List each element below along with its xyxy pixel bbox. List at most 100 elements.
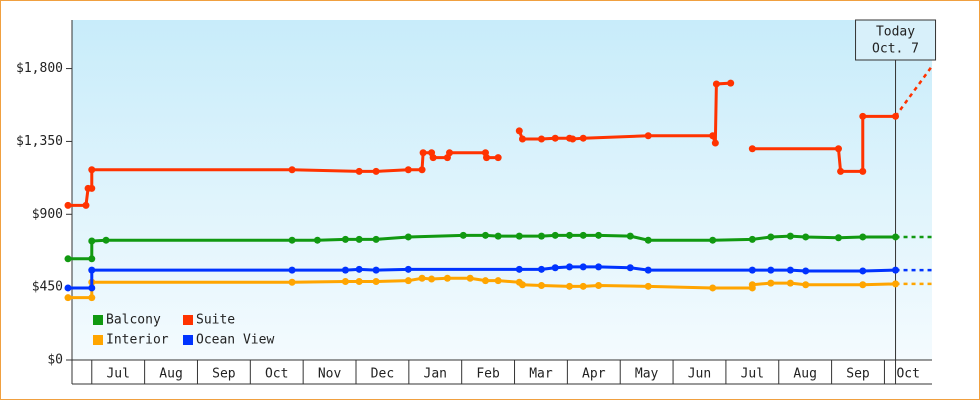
point (288, 266, 296, 274)
point (569, 135, 577, 143)
point (88, 284, 96, 292)
point (515, 232, 523, 240)
point (579, 263, 587, 271)
point (537, 265, 545, 273)
point (711, 139, 719, 147)
x-tick-label: Sep (846, 367, 870, 382)
point (859, 167, 867, 175)
point (64, 294, 72, 302)
x-tick-label: Aug (159, 367, 182, 382)
point (288, 166, 296, 174)
point (419, 149, 427, 157)
point (355, 265, 363, 273)
point (494, 277, 502, 285)
point (709, 132, 717, 140)
point (537, 282, 545, 290)
point (518, 135, 526, 143)
x-tick-label: Nov (318, 367, 342, 382)
point (644, 266, 652, 274)
point (786, 279, 794, 287)
point (537, 135, 545, 143)
x-tick-label: Jun (688, 367, 711, 382)
point (459, 231, 467, 239)
legend-label: Interior (106, 333, 169, 348)
point (404, 166, 412, 174)
point (313, 236, 321, 244)
point (834, 145, 842, 153)
point (767, 279, 775, 287)
x-tick-label: Jul (741, 367, 764, 382)
point (748, 145, 756, 153)
point (518, 281, 526, 289)
point (466, 274, 474, 282)
x-tick-label: Mar (529, 367, 553, 382)
legend-label: Ocean View (196, 333, 274, 348)
x-tick-label: Jan (424, 367, 447, 382)
point (481, 277, 489, 285)
point (288, 278, 296, 286)
point (341, 266, 349, 274)
point (494, 232, 502, 240)
point (355, 235, 363, 243)
point (551, 134, 559, 142)
point (727, 79, 735, 87)
today-label: Oct. 7 (872, 42, 919, 57)
point (709, 284, 717, 292)
point (644, 236, 652, 244)
legend-swatch (183, 335, 193, 345)
point (88, 166, 96, 174)
point (565, 231, 573, 239)
y-tick-label: $450 (32, 280, 63, 295)
point (859, 267, 867, 275)
today-box (855, 19, 937, 61)
projection (894, 65, 934, 118)
point (595, 231, 603, 239)
point (802, 267, 810, 275)
point (418, 274, 426, 282)
point (404, 265, 412, 273)
point (537, 232, 545, 240)
legend-label: Suite (196, 313, 235, 328)
point (786, 266, 794, 274)
point (551, 264, 559, 272)
point (446, 149, 454, 157)
point (802, 281, 810, 289)
point (834, 234, 842, 242)
series-line (68, 265, 896, 290)
point (626, 232, 634, 240)
point (88, 266, 96, 274)
point (443, 274, 451, 282)
x-tick-label: May (635, 367, 659, 382)
legend-swatch (93, 335, 103, 345)
y-tick-label: $0 (47, 353, 63, 368)
point (551, 231, 559, 239)
point (418, 166, 426, 174)
x-tick-label: Oct (265, 367, 288, 382)
point (372, 277, 380, 285)
legend-swatch (93, 315, 103, 325)
point (515, 265, 523, 273)
point (483, 154, 491, 162)
point (786, 232, 794, 240)
point (644, 132, 652, 140)
y-tick-label: $1,350 (16, 134, 63, 149)
x-tick-label: Aug (793, 367, 816, 382)
point (404, 277, 412, 285)
point (579, 282, 587, 290)
point (64, 201, 72, 209)
y-tick-label: $900 (32, 207, 63, 222)
point (565, 263, 573, 271)
point (88, 237, 96, 245)
point (579, 134, 587, 142)
point (372, 235, 380, 243)
point (644, 282, 652, 290)
x-tick-label: Apr (582, 367, 606, 382)
point (372, 167, 380, 175)
point (767, 233, 775, 241)
point (565, 282, 573, 290)
point (288, 236, 296, 244)
point (859, 233, 867, 241)
point (429, 154, 437, 162)
x-tick-label: Jul (106, 367, 129, 382)
